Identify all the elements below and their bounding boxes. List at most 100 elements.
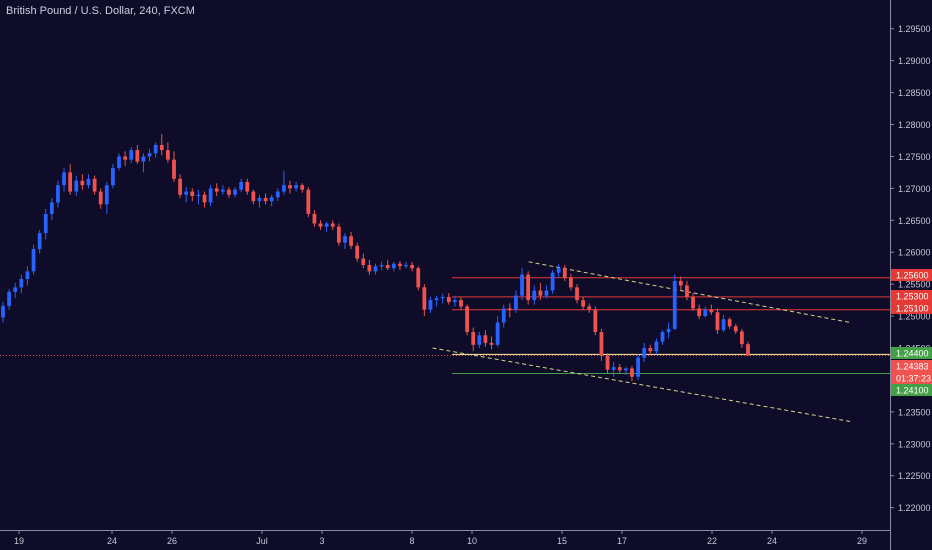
candle-body[interactable] (636, 357, 640, 377)
candle-body[interactable] (367, 265, 372, 272)
candle-body[interactable] (495, 322, 500, 345)
candle-body[interactable] (611, 367, 616, 370)
candle-body[interactable] (117, 156, 121, 168)
candle-body[interactable] (37, 233, 42, 250)
candle-body[interactable] (220, 189, 225, 192)
candle-body[interactable] (7, 291, 11, 306)
candle-body[interactable] (294, 185, 299, 189)
candle-body[interactable] (721, 319, 726, 331)
candle-body[interactable] (471, 332, 476, 345)
candle-body[interactable] (605, 355, 610, 370)
candle-body[interactable] (74, 180, 79, 192)
candle-body[interactable] (312, 213, 317, 224)
candle-body[interactable] (263, 197, 268, 202)
candle-body[interactable] (172, 159, 176, 179)
candle-body[interactable] (111, 167, 115, 186)
candle-body[interactable] (642, 348, 647, 358)
candle-body[interactable] (703, 309, 708, 317)
candle-body[interactable] (13, 287, 18, 292)
candle-body[interactable] (257, 197, 262, 202)
candle-body[interactable] (196, 194, 201, 197)
candle-body[interactable] (68, 172, 73, 192)
candle-body[interactable] (550, 272, 555, 291)
candle-body[interactable] (685, 285, 689, 297)
candle-body[interactable] (43, 213, 48, 234)
candle-body[interactable] (483, 335, 488, 343)
candle-body[interactable] (379, 265, 384, 267)
candle-body[interactable] (398, 263, 402, 267)
candle-body[interactable] (202, 194, 207, 203)
candle-body[interactable] (746, 344, 750, 356)
candle-body[interactable] (245, 181, 250, 192)
candle-body[interactable] (678, 280, 683, 286)
candle-body[interactable] (617, 367, 622, 371)
candle-body[interactable] (141, 156, 146, 162)
candle-body[interactable] (92, 178, 97, 192)
candle-body[interactable] (569, 277, 573, 288)
candle-body[interactable] (709, 309, 714, 313)
candle-body[interactable] (282, 185, 286, 192)
candle-body[interactable] (575, 287, 579, 301)
candle-body[interactable] (361, 258, 366, 265)
candle-body[interactable] (428, 300, 433, 310)
candle-body[interactable] (233, 189, 237, 195)
candle-body[interactable] (153, 144, 158, 154)
candle-body[interactable] (159, 144, 164, 151)
candle-body[interactable] (691, 296, 695, 309)
candle-body[interactable] (477, 335, 482, 345)
candle-body[interactable] (86, 178, 91, 186)
candle-body[interactable] (587, 306, 592, 310)
candle-body[interactable] (727, 319, 732, 327)
candle-body[interactable] (660, 332, 665, 342)
candle-body[interactable] (147, 153, 152, 157)
candle-body[interactable] (391, 263, 396, 269)
candle-body[interactable] (404, 265, 408, 267)
candle-body[interactable] (275, 191, 280, 198)
candle-body[interactable] (562, 268, 567, 278)
candle-body[interactable] (208, 188, 213, 203)
candle-body[interactable] (104, 185, 109, 205)
candle-body[interactable] (1, 305, 5, 318)
candle-body[interactable] (288, 185, 292, 189)
candle-body[interactable] (697, 308, 702, 317)
candle-body[interactable] (654, 341, 659, 352)
candle-body[interactable] (501, 308, 506, 323)
candle-body[interactable] (672, 280, 677, 329)
candle-body[interactable] (556, 268, 561, 273)
candle-body[interactable] (581, 300, 586, 307)
candle-body[interactable] (514, 295, 518, 310)
candle-body[interactable] (318, 223, 323, 227)
candle-body[interactable] (452, 300, 457, 303)
candle-body[interactable] (269, 197, 274, 202)
candle-body[interactable] (422, 287, 427, 310)
candle-body[interactable] (25, 271, 30, 280)
candle-body[interactable] (165, 150, 170, 160)
candle-body[interactable] (740, 331, 744, 345)
candle-body[interactable] (416, 268, 421, 288)
candle-body[interactable] (630, 368, 634, 377)
candle-body[interactable] (593, 309, 598, 333)
candle-body[interactable] (532, 290, 537, 301)
candle-body[interactable] (324, 223, 329, 227)
candle-body[interactable] (300, 185, 305, 190)
candle-body[interactable] (666, 328, 671, 333)
candle-body[interactable] (49, 202, 54, 214)
candle-body[interactable] (62, 172, 66, 186)
candle-body[interactable] (520, 274, 524, 296)
candle-body[interactable] (178, 178, 182, 195)
candle-body[interactable] (355, 245, 360, 259)
candle-body[interactable] (459, 300, 463, 307)
candle-body[interactable] (80, 180, 85, 186)
candle-body[interactable] (385, 265, 390, 269)
candle-body[interactable] (251, 191, 256, 202)
candle-body[interactable] (733, 326, 738, 332)
candle-body[interactable] (715, 312, 720, 331)
candle-body[interactable] (465, 306, 469, 333)
candle-body[interactable] (623, 368, 628, 371)
candle-body[interactable] (123, 156, 128, 160)
candle-body[interactable] (214, 188, 219, 192)
candle-body[interactable] (56, 185, 60, 203)
candle-body[interactable] (526, 274, 531, 301)
candle-body[interactable] (98, 191, 103, 205)
